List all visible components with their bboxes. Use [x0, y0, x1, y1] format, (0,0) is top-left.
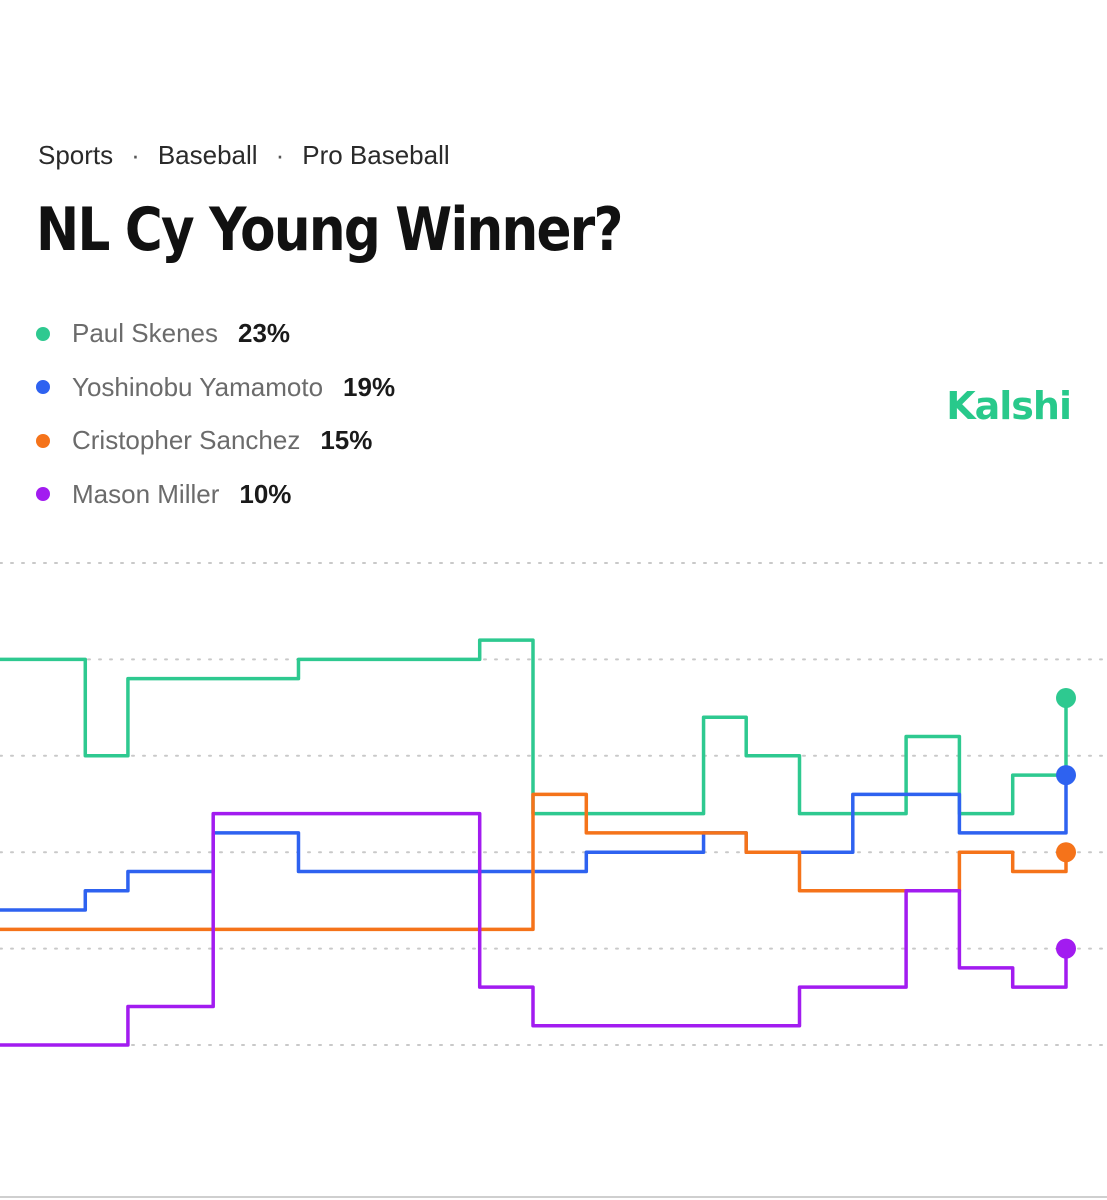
chart-series	[0, 638, 1068, 1047]
legend-name: Cristopher Sanchez	[72, 425, 301, 456]
legend-dot	[36, 487, 50, 502]
breadcrumb-item-pro-baseball[interactable]: Pro Baseball	[302, 140, 450, 170]
legend-item-yoshinobu-yamamoto: Yoshinobu Yamamoto 19%	[36, 361, 395, 415]
legend-value: 23%	[237, 318, 291, 349]
chart-legend: Paul Skenes 23% Yoshinobu Yamamoto 19% C…	[36, 307, 395, 521]
series-line-cristopher-sanchez	[0, 792, 1068, 932]
legend-name: Paul Skenes	[72, 318, 218, 349]
series-line-mason-miller	[0, 811, 1068, 1047]
legend-name: Mason Miller	[72, 478, 220, 509]
series-endpoint-mason-miller	[1056, 938, 1076, 959]
legend-name: Yoshinobu Yamamoto	[72, 371, 324, 402]
bottom-divider	[0, 1196, 1107, 1198]
chart-endpoints	[1056, 687, 1076, 959]
legend-item-cristopher-sanchez: Cristopher Sanchez 15%	[36, 414, 395, 468]
breadcrumb-separator: ·	[131, 140, 140, 170]
series-endpoint-paul-skenes	[1056, 687, 1076, 708]
breadcrumb-item-sports[interactable]: Sports	[38, 140, 114, 170]
series-endpoint-cristopher-sanchez	[1056, 842, 1076, 863]
breadcrumb-separator: ·	[275, 140, 285, 170]
legend-value: 10%	[239, 478, 292, 509]
legend-dot	[36, 326, 50, 341]
legend-value: 19%	[343, 371, 396, 402]
breadcrumb: Sports · Baseball · Pro Baseball	[38, 140, 450, 171]
legend-dot	[36, 380, 50, 395]
legend-item-mason-miller: Mason Miller 10%	[36, 468, 395, 522]
series-line-yoshinobu-yamamoto	[0, 773, 1068, 912]
chart-grid	[0, 562, 1107, 1046]
series-endpoint-yoshinobu-yamamoto	[1056, 765, 1076, 786]
kalshi-logo: Kalshi	[946, 384, 1072, 428]
page-title: NL Cy Young Winner?	[36, 195, 623, 265]
breadcrumb-item-baseball[interactable]: Baseball	[157, 140, 258, 170]
legend-dot	[36, 433, 50, 448]
legend-item-paul-skenes: Paul Skenes 23%	[36, 307, 395, 361]
legend-value: 15%	[320, 425, 373, 456]
series-line-paul-skenes	[0, 638, 1068, 816]
